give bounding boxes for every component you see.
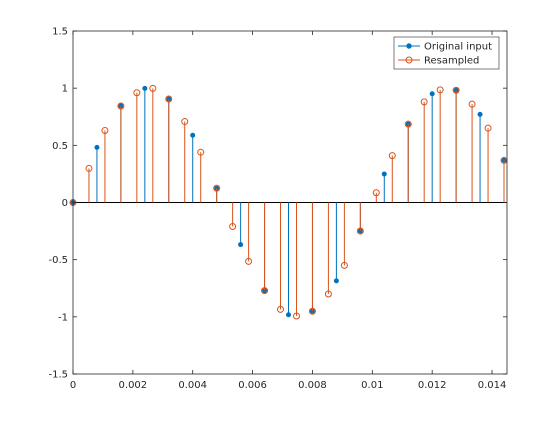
legend-label: Resampled	[424, 56, 479, 67]
stem-marker-circle	[484, 124, 492, 132]
stem-marker-circle	[436, 86, 444, 94]
legend-marker-circle	[405, 56, 413, 64]
stem-marker-circle	[181, 118, 189, 126]
y-tick-label: 0.5	[52, 141, 68, 152]
stem-marker-dot	[333, 278, 339, 284]
stem-marker-circle	[229, 223, 237, 231]
stem-marker-dot	[94, 144, 100, 150]
y-tick-label: 0	[62, 198, 68, 209]
x-tick-label: 0.006	[238, 380, 267, 391]
y-tick-label: 1	[62, 84, 68, 95]
y-tick-label: 1.5	[52, 27, 68, 38]
stem-marker-circle	[85, 164, 93, 172]
stem-marker-circle	[308, 307, 316, 315]
stem-marker-circle	[324, 290, 332, 298]
stem-marker-circle	[420, 98, 428, 106]
stem-marker-dot	[286, 312, 292, 318]
stem-marker-circle	[292, 312, 300, 320]
stem-marker-dot	[477, 111, 483, 117]
x-tick-label: 0.014	[478, 380, 507, 391]
y-tick-label: -1	[58, 312, 68, 323]
stem-marker-circle	[372, 189, 380, 197]
x-tick-label: 0.008	[298, 380, 327, 391]
legend-marker-dot	[406, 43, 412, 49]
stem-marker-circle	[213, 184, 221, 192]
stem-marker-circle	[245, 257, 253, 265]
stem-marker-circle	[340, 261, 348, 269]
axes: 0 0.002 0.004 0.006 0.008 0.01 0.012 0.014 -1.5 -…	[48, 27, 508, 391]
stem-marker-circle	[404, 120, 412, 128]
stem-marker-circle	[165, 95, 173, 103]
y-tick-label: -0.5	[48, 255, 68, 266]
series-original-input	[70, 85, 507, 318]
stem-marker-circle	[452, 86, 460, 94]
stem-marker-circle	[117, 102, 125, 110]
stem-marker-dot	[381, 171, 387, 177]
stem-marker-circle	[388, 152, 396, 160]
stem-marker-circle	[133, 89, 141, 97]
series-resampled	[69, 84, 508, 320]
stem-marker-circle	[149, 84, 157, 92]
x-tick-label: 0.004	[178, 380, 207, 391]
legend: Original input Resampled	[393, 36, 500, 70]
x-tick-label: 0.012	[418, 380, 447, 391]
stem-marker-dot	[190, 132, 196, 138]
stem-marker-dot	[429, 91, 435, 97]
stem-marker-circle	[356, 227, 364, 235]
stem-marker-dot	[238, 242, 244, 248]
plot-marks	[69, 84, 508, 320]
legend-label: Original input	[424, 42, 492, 53]
x-tick-label: 0.01	[361, 380, 383, 391]
stem-marker-circle	[261, 287, 269, 295]
legend-item: Original input	[398, 42, 492, 53]
stem-marker-circle	[277, 305, 285, 313]
stem-marker-circle	[468, 100, 476, 108]
x-tick-label: 0.002	[119, 380, 148, 391]
stem-marker-circle	[197, 148, 205, 156]
stem-marker-circle	[101, 126, 109, 134]
legend-item: Resampled	[398, 56, 479, 67]
stem-marker-dot	[142, 85, 148, 91]
x-tick-label: 0	[70, 380, 76, 391]
legend-box	[393, 36, 500, 70]
y-tick-label: -1.5	[48, 370, 68, 381]
